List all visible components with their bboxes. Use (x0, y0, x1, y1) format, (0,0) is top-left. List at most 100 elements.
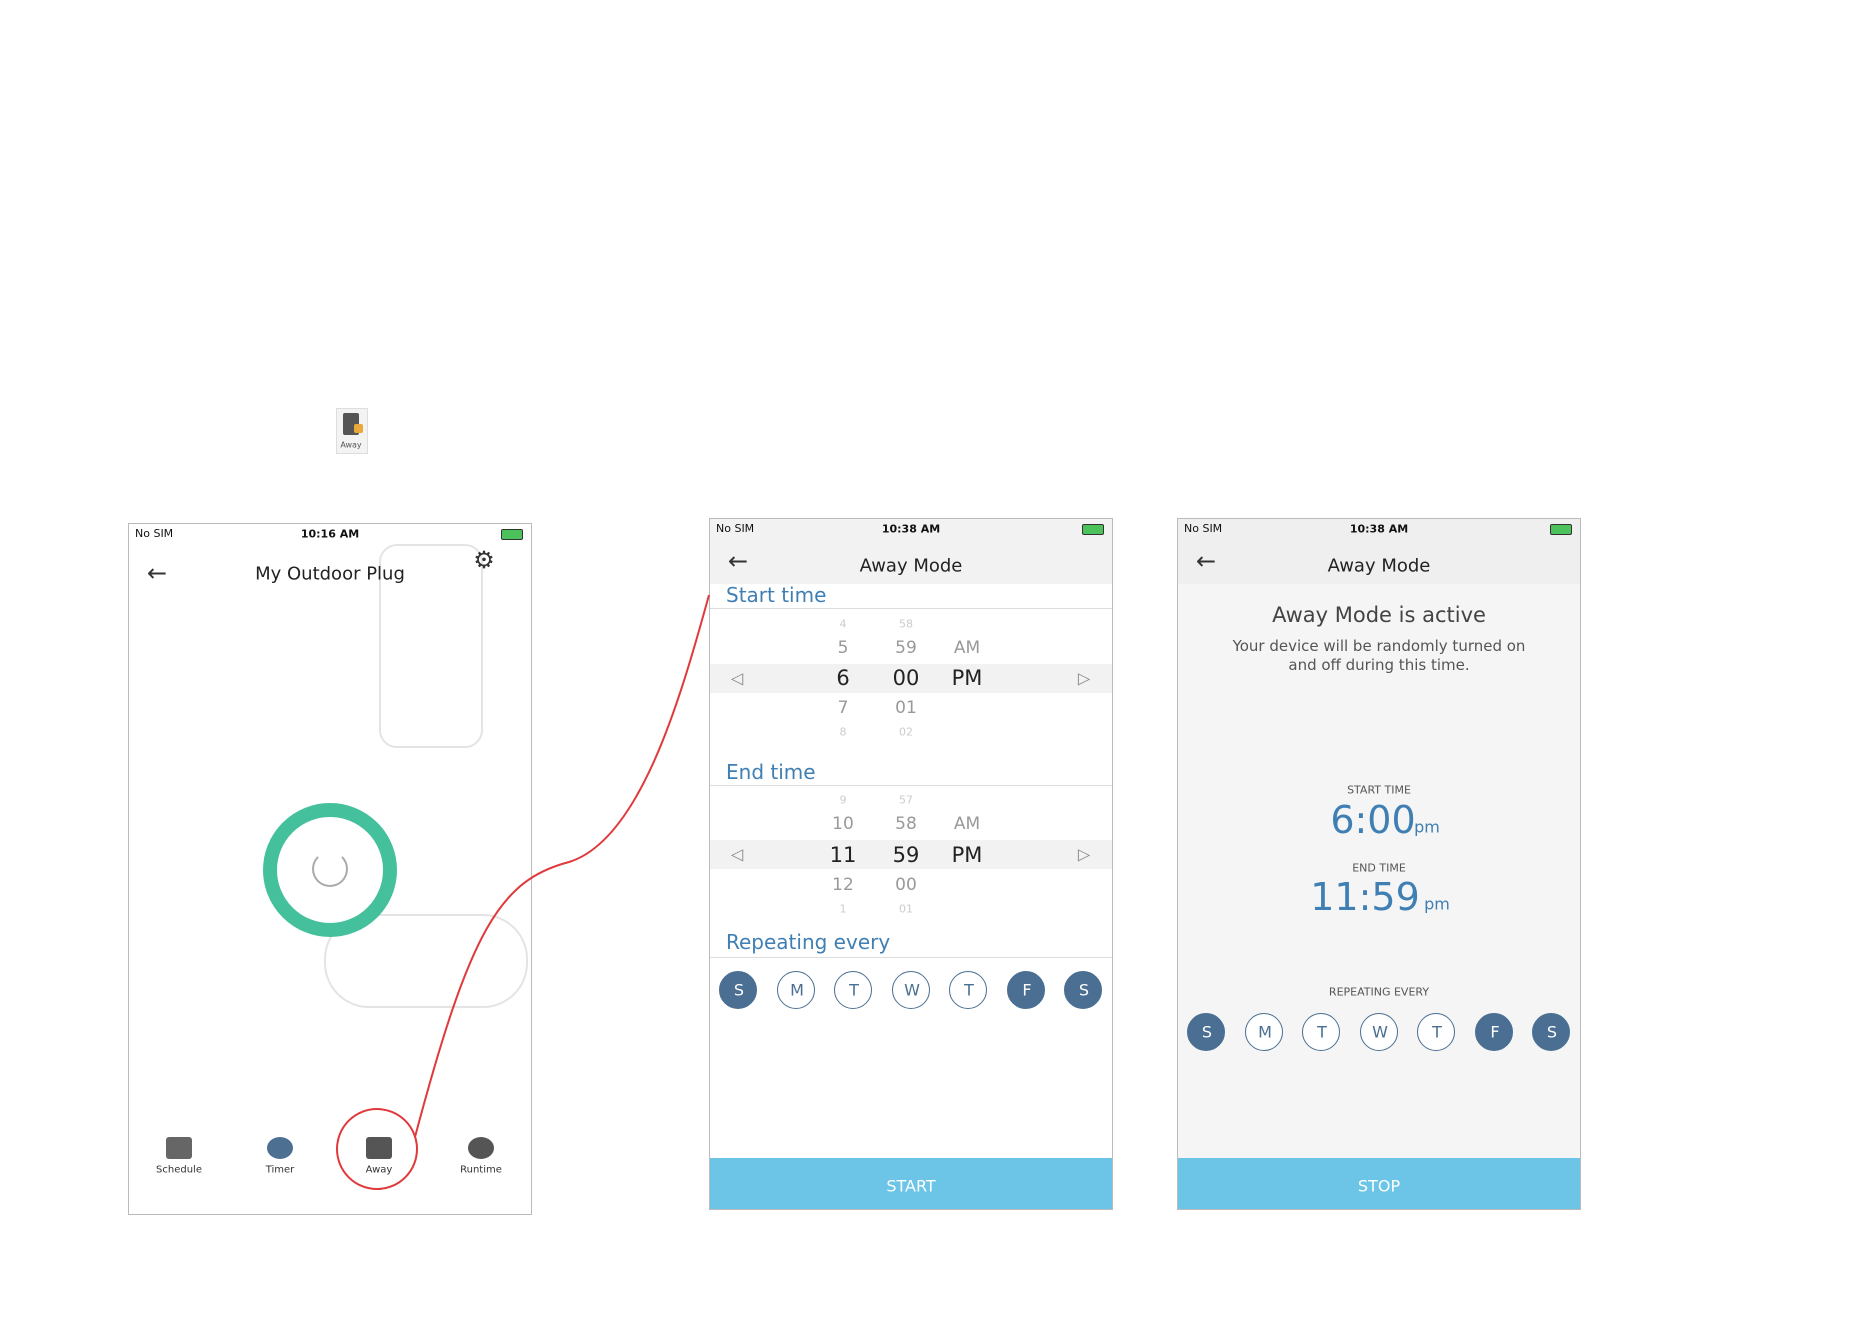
picker-period[interactable]: PM (951, 843, 983, 867)
phone-screen: No SIM 10:38 AM ← Away Mode Away Mode is act… (1177, 518, 1581, 1210)
day-label: T (1317, 1022, 1327, 1042)
day-toggle[interactable]: S (1064, 971, 1102, 1009)
picker-right[interactable]: ▷ (1077, 668, 1091, 688)
status-carrier: No SIM (716, 522, 755, 535)
day-toggle[interactable]: M (1245, 1013, 1283, 1051)
heading: Away Mode is active (1272, 603, 1486, 627)
section-label: Repeating every (726, 930, 891, 954)
picker-hour[interactable]: 12 (832, 875, 854, 895)
back-arrow[interactable]: ← (728, 547, 749, 575)
day-toggle[interactable]: M (777, 971, 815, 1009)
button-label: STOP (1357, 1176, 1401, 1196)
day-label: F (1022, 980, 1032, 1000)
start-period: pm (1414, 817, 1440, 837)
day-toggle[interactable]: T (949, 971, 987, 1009)
day-toggle[interactable]: T (1302, 1013, 1340, 1051)
repeat-label: REPEATING EVERY (1328, 985, 1430, 999)
status-time: 10:38 AM (881, 522, 941, 536)
phone-screen: No SIM 10:38 AM ← Away Mode Start time ◁ ▷ 4 58 5… (709, 518, 1113, 1210)
picker-minute[interactable]: 58 (899, 617, 913, 631)
picker-highlight (710, 840, 1112, 869)
tab-label[interactable]: Away (365, 1164, 393, 1176)
status-carrier: No SIM (1184, 522, 1223, 535)
status-carrier: No SIM (135, 527, 174, 540)
picker-period[interactable]: AM (953, 814, 981, 834)
day-toggle[interactable]: T (834, 971, 872, 1009)
day-label: S (1201, 1022, 1213, 1042)
picker-minute[interactable]: 01 (899, 902, 913, 916)
screen-title: Away Mode (859, 555, 963, 577)
picker-minute[interactable]: 00 (892, 666, 920, 690)
day-label: T (964, 980, 974, 1000)
picker-minute[interactable]: 02 (899, 725, 913, 739)
picker-hour[interactable]: 11 (829, 843, 857, 867)
section-label: Start time (726, 583, 827, 607)
phone-screen: No SIM 10:16 AM ← My Outdoor Plug ⚙ Schedule T… (128, 523, 532, 1215)
picker-minute[interactable]: 59 (892, 843, 920, 867)
day-label: W (1372, 1022, 1388, 1042)
picker-hour[interactable]: 6 (836, 666, 850, 690)
picker-left[interactable]: ◁ (730, 668, 744, 688)
day-toggle[interactable]: F (1475, 1013, 1513, 1051)
action-button[interactable]: START (710, 1158, 1112, 1209)
divider (710, 608, 1112, 609)
day-toggle[interactable]: S (1187, 1013, 1225, 1051)
settings-gear[interactable]: ⚙ (473, 546, 495, 574)
day-toggle[interactable]: S (719, 971, 757, 1009)
day-toggle[interactable]: W (892, 971, 930, 1009)
start-time: 6:00 (1330, 798, 1416, 842)
away-icon-lock (354, 424, 363, 433)
end-label: END TIME (1352, 861, 1406, 875)
picker-minute[interactable]: 57 (899, 793, 913, 807)
day-label: M (1258, 1022, 1272, 1042)
tab-icon[interactable] (468, 1137, 494, 1159)
section-label: End time (726, 760, 816, 784)
tab-icon[interactable] (166, 1137, 192, 1159)
picker-hour[interactable]: 8 (839, 725, 847, 739)
picker-period[interactable]: PM (951, 666, 983, 690)
picker-hour[interactable]: 7 (837, 698, 849, 718)
header-bg (710, 519, 1112, 584)
day-toggle[interactable]: F (1007, 971, 1045, 1009)
day-label: S (1546, 1022, 1558, 1042)
picker-minute[interactable]: 58 (895, 814, 917, 834)
picker-hour[interactable]: 10 (832, 814, 854, 834)
picker-period[interactable]: AM (953, 638, 981, 658)
action-button[interactable]: STOP (1178, 1158, 1580, 1209)
day-label: W (904, 980, 920, 1000)
power-icon (312, 851, 348, 887)
picker-minute[interactable]: 00 (895, 875, 917, 895)
tab-label[interactable]: Schedule (156, 1164, 202, 1176)
day-label: S (733, 980, 745, 1000)
end-time: 11:59 (1310, 875, 1420, 919)
picker-left[interactable]: ◁ (730, 844, 744, 864)
header-bg (1178, 519, 1580, 584)
day-label: S (1078, 980, 1090, 1000)
day-label: T (1432, 1022, 1442, 1042)
tab-label[interactable]: Runtime (460, 1164, 502, 1176)
day-toggle[interactable]: S (1532, 1013, 1570, 1051)
status-time: 10:16 AM (300, 527, 360, 541)
tab-label[interactable]: Timer (265, 1164, 295, 1176)
picker-right[interactable]: ▷ (1077, 844, 1091, 864)
description: Your device will be randomly turned on (1232, 637, 1526, 655)
back-arrow[interactable]: ← (1196, 547, 1217, 575)
tab-icon[interactable] (366, 1137, 392, 1159)
status-time: 10:38 AM (1349, 522, 1409, 536)
day-toggle[interactable]: W (1360, 1013, 1398, 1051)
divider (710, 957, 1112, 958)
description: and off during this time. (1288, 656, 1470, 674)
day-toggle[interactable]: T (1417, 1013, 1455, 1051)
back-arrow[interactable]: ← (147, 559, 168, 587)
end-period: pm (1424, 894, 1450, 914)
tab-icon[interactable] (267, 1137, 293, 1159)
picker-hour[interactable]: 5 (837, 638, 849, 658)
picker-hour[interactable]: 1 (839, 902, 847, 916)
picker-minute[interactable]: 01 (895, 698, 917, 718)
battery (501, 529, 523, 540)
picker-hour[interactable]: 4 (839, 617, 847, 631)
day-label: F (1490, 1022, 1500, 1042)
picker-hour[interactable]: 9 (839, 793, 847, 807)
picker-minute[interactable]: 59 (895, 638, 917, 658)
